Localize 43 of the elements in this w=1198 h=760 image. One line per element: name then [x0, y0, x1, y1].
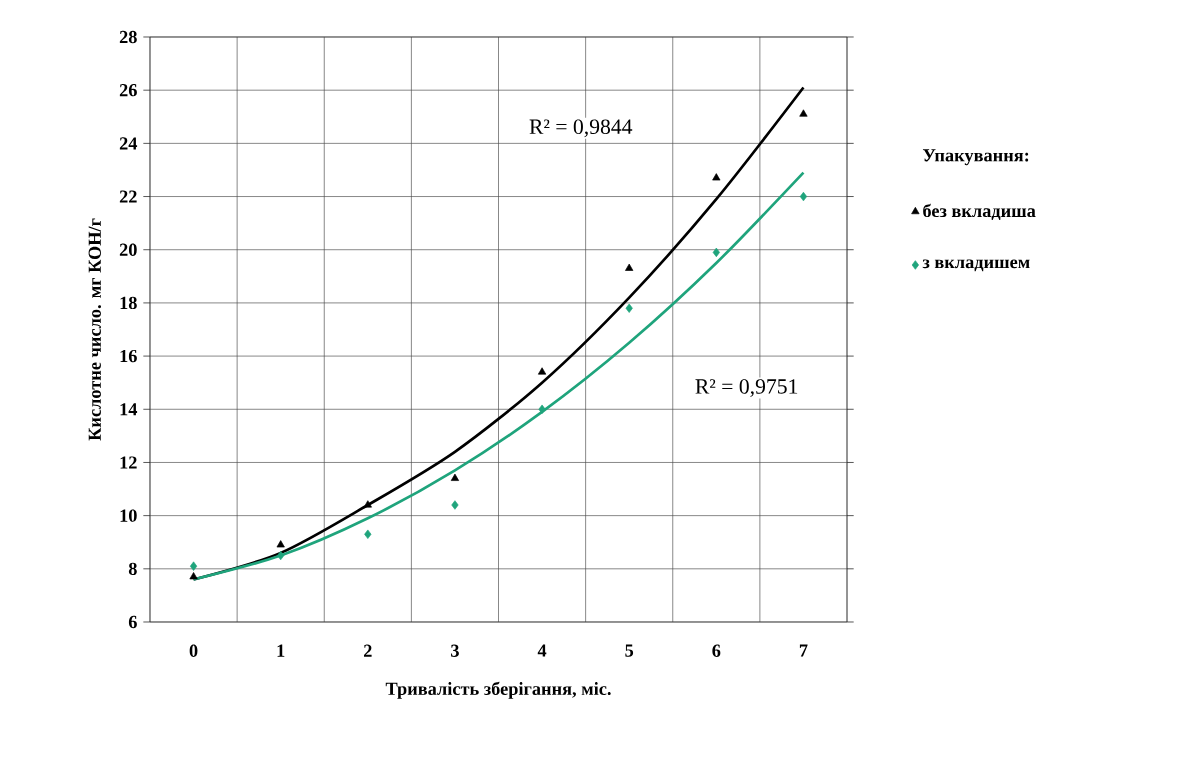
point — [625, 303, 633, 313]
y-tick-label: 12 — [120, 456, 137, 469]
y-tick-label: 28 — [119, 30, 137, 44]
point — [537, 367, 547, 375]
legend-title: Упакування: — [922, 149, 1029, 166]
point — [712, 247, 720, 258]
y-tick-label: 26 — [119, 84, 137, 97]
point — [277, 550, 285, 561]
y-tick-label: 8 — [128, 562, 137, 576]
point — [276, 540, 285, 548]
y-tick-label: 24 — [119, 137, 138, 150]
annotation: R² = 0,9751 — [695, 379, 798, 397]
x-tick-label: 1 — [277, 644, 285, 657]
x-tick-label: 6 — [712, 644, 721, 657]
y-tick-label: 10 — [120, 509, 137, 522]
legend-label: з вкладишем — [922, 259, 1030, 272]
point — [363, 500, 372, 508]
y-tick-label: 16 — [120, 349, 137, 363]
x-axis-title: Тривалість зберігання, міс. — [385, 681, 611, 699]
point — [364, 529, 372, 539]
x-tick-label: 2 — [363, 644, 372, 657]
x-tick-label: 5 — [625, 644, 634, 657]
annotation: R² = 0,9844 — [529, 119, 633, 138]
point — [189, 572, 198, 580]
x-tick-label: 0 — [189, 644, 198, 657]
x-tick-label: 3 — [451, 644, 459, 657]
point — [538, 404, 546, 414]
x-tick-label: 7 — [799, 644, 808, 657]
y-tick-label: 18 — [120, 296, 137, 310]
point — [450, 473, 460, 481]
point — [799, 191, 808, 202]
point — [189, 561, 198, 571]
y-axis-title: Кислотне число. мг КОН/г — [88, 218, 102, 441]
y-tick-label: 20 — [119, 243, 137, 256]
point — [712, 173, 721, 181]
point — [799, 109, 808, 117]
y-tick-label: 22 — [119, 190, 137, 203]
y-tick-label: 6 — [128, 615, 137, 629]
point — [625, 263, 634, 271]
y-tick-label: 14 — [120, 403, 138, 416]
legend-label: без вкладиша — [923, 203, 1036, 221]
point — [451, 500, 459, 510]
x-tick-label: 4 — [537, 644, 547, 657]
